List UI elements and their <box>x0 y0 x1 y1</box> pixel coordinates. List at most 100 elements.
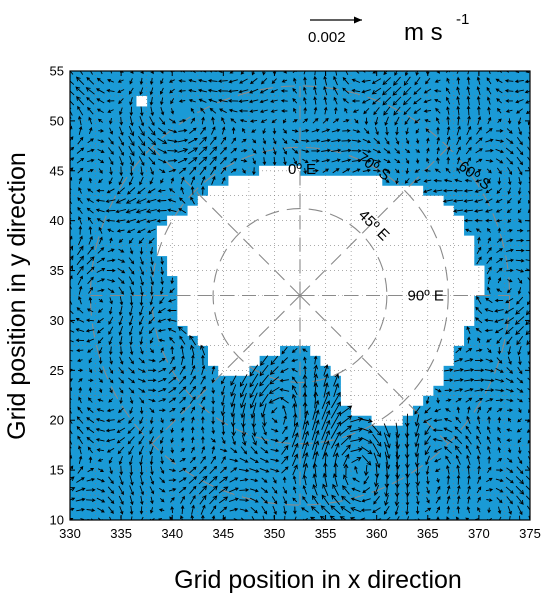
velocity-arrow <box>159 286 164 295</box>
velocity-arrow <box>148 327 155 335</box>
velocity-arrow <box>129 116 134 127</box>
velocity-arrow <box>190 196 195 205</box>
velocity-arrow <box>240 148 248 153</box>
velocity-arrow <box>434 168 441 173</box>
velocity-arrow <box>240 402 246 419</box>
velocity-arrow <box>250 402 257 419</box>
velocity-arrow <box>443 446 453 454</box>
velocity-arrow <box>524 89 530 94</box>
velocity-arrow <box>342 168 351 174</box>
velocity-arrow <box>241 435 247 446</box>
velocity-arrow <box>259 109 268 114</box>
velocity-arrow <box>360 436 373 444</box>
velocity-arrow <box>77 206 83 215</box>
velocity-arrow <box>201 116 205 125</box>
velocity-arrow <box>149 87 154 96</box>
velocity-arrow <box>138 146 146 157</box>
velocity-arrow <box>435 496 441 504</box>
velocity-arrow <box>395 137 400 145</box>
velocity-arrow <box>413 178 421 183</box>
velocity-arrow <box>496 187 502 195</box>
velocity-arrow <box>260 447 269 454</box>
velocity-arrow <box>270 438 279 443</box>
velocity-arrow <box>281 79 288 83</box>
velocity-arrow <box>108 137 114 145</box>
velocity-arrow <box>330 411 341 429</box>
velocity-arrow <box>190 406 195 414</box>
velocity-arrow <box>221 376 226 385</box>
velocity-arrow <box>87 348 94 353</box>
velocity-arrow <box>515 306 525 315</box>
velocity-arrow <box>95 198 105 203</box>
velocity-arrow <box>467 406 471 414</box>
velocity-arrow <box>476 105 481 116</box>
velocity-arrow <box>88 378 94 383</box>
velocity-arrow <box>301 139 310 143</box>
velocity-arrow <box>302 392 308 408</box>
velocity-arrow <box>259 99 269 104</box>
velocity-arrow <box>487 455 492 464</box>
velocity-arrow <box>474 218 483 223</box>
velocity-arrow <box>208 485 218 495</box>
velocity-arrow <box>149 296 154 306</box>
velocity-arrow <box>201 185 205 195</box>
velocity-arrow <box>352 109 359 113</box>
velocity-arrow <box>240 517 247 520</box>
velocity-arrow <box>495 218 502 223</box>
velocity-arrow <box>168 79 175 83</box>
velocity-arrow <box>160 107 165 116</box>
velocity-arrow <box>477 496 481 503</box>
velocity-arrow <box>485 218 493 223</box>
velocity-arrow <box>96 98 105 104</box>
velocity-arrow <box>505 99 513 103</box>
velocity-arrow <box>159 477 166 484</box>
velocity-arrow <box>178 79 186 83</box>
velocity-arrow <box>129 336 133 346</box>
velocity-arrow <box>433 89 442 93</box>
velocity-arrow <box>178 375 187 385</box>
velocity-arrow <box>341 148 352 153</box>
velocity-arrow <box>426 497 430 504</box>
velocity-arrow <box>496 257 504 264</box>
velocity-arrow <box>88 296 93 304</box>
velocity-arrow <box>200 126 206 135</box>
velocity-arrow <box>466 167 471 174</box>
velocity-arrow <box>70 436 73 445</box>
velocity-arrow <box>97 478 105 483</box>
velocity-arrow <box>201 364 206 375</box>
velocity-arrow <box>405 168 410 175</box>
velocity-arrow <box>190 446 195 454</box>
velocity-arrow <box>342 453 350 466</box>
velocity-arrow <box>292 486 297 494</box>
velocity-arrow <box>303 168 307 175</box>
velocity-arrow <box>117 258 126 263</box>
velocity-arrow <box>507 118 512 125</box>
velocity-arrow <box>95 417 105 422</box>
velocity-arrow <box>199 166 207 175</box>
y-tick-label: 45 <box>50 163 64 178</box>
velocity-arrow <box>149 77 154 86</box>
velocity-arrow <box>115 219 126 223</box>
velocity-arrow <box>496 167 502 175</box>
velocity-arrow <box>526 299 530 306</box>
velocity-arrow <box>188 476 197 484</box>
velocity-arrow <box>321 400 331 420</box>
velocity-arrow <box>360 427 373 434</box>
velocity-arrow <box>85 328 95 333</box>
velocity-arrow <box>250 478 259 483</box>
velocity-arrow <box>160 456 164 465</box>
velocity-arrow <box>279 378 289 383</box>
velocity-arrow <box>485 488 494 492</box>
x-axis-label: Grid position in x direction <box>174 566 462 594</box>
velocity-arrow <box>435 107 441 114</box>
velocity-arrow <box>465 444 472 455</box>
velocity-arrow <box>178 128 188 133</box>
velocity-arrow <box>455 454 461 465</box>
velocity-arrow <box>345 71 349 76</box>
velocity-arrow <box>177 158 188 164</box>
velocity-arrow <box>219 146 228 155</box>
velocity-arrow <box>259 393 269 408</box>
velocity-arrow <box>250 506 258 514</box>
velocity-arrow <box>169 336 175 344</box>
velocity-arrow <box>107 496 115 504</box>
